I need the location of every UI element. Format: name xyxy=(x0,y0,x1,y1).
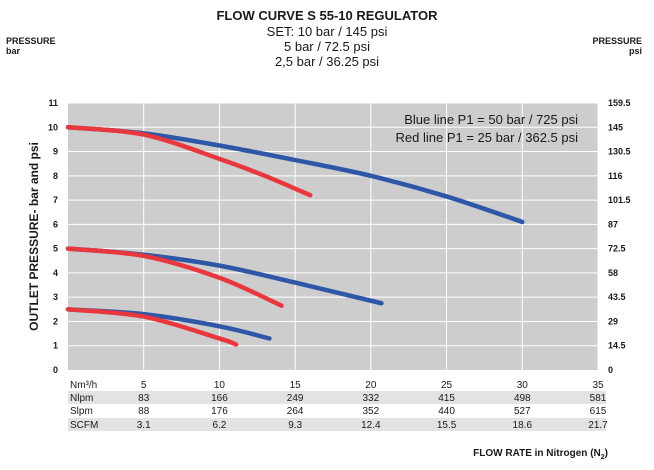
flow-table-cell: 83 xyxy=(138,393,150,404)
red-curve-4 xyxy=(65,246,284,308)
x-axis-label-text: FLOW RATE in Nitrogen (N xyxy=(473,448,601,459)
y-tick-label-psi: 14.5 xyxy=(608,341,626,351)
y-tick-label-bar: 1 xyxy=(53,341,58,351)
annotation-blue-line: Blue line P1 = 50 bar / 725 psi xyxy=(404,112,578,127)
flow-table-cell: 440 xyxy=(438,406,455,417)
flow-table-cell: 10 xyxy=(214,380,226,391)
flow-table-cell: 25 xyxy=(441,380,453,391)
y-tick-label-bar: 11 xyxy=(48,98,58,108)
plot-area xyxy=(68,103,598,370)
y-tick-label-bar: 5 xyxy=(53,244,58,254)
y-tick-label-psi: 0 xyxy=(608,365,613,375)
y-axis-title: OUTLET PRESSURE- bar and psi xyxy=(27,142,41,331)
y-tick-label-psi: 130.5 xyxy=(608,147,631,157)
y-tick-label-psi: 29 xyxy=(608,316,618,326)
y-tick-label-bar: 3 xyxy=(53,292,58,302)
flow-table-cell: 166 xyxy=(211,393,228,404)
right-axis-head: PRESSURE psi xyxy=(592,36,642,56)
y-tick-label-psi: 72.5 xyxy=(608,244,626,254)
red-curve-2 xyxy=(65,125,313,198)
y-tick-label-bar: 7 xyxy=(53,195,58,205)
flow-table-cell: 35 xyxy=(592,380,604,391)
set-line-2: 5 bar / 72.5 psi xyxy=(284,39,370,54)
flow-table-cell: 352 xyxy=(363,406,380,417)
flow-table-cell: 5 xyxy=(141,380,147,391)
flow-table-row-bg xyxy=(68,418,606,431)
flow-table-cell: 3.1 xyxy=(137,420,151,431)
flow-table-row-label: Nm³/h xyxy=(70,380,97,391)
flow-table-cell: 6.2 xyxy=(212,420,226,431)
flow-table-cell: 615 xyxy=(590,406,607,417)
flow-table-cell: 9.3 xyxy=(288,420,302,431)
flow-table-cell: 176 xyxy=(211,406,228,417)
y-tick-label-bar: 0 xyxy=(53,365,58,375)
flow-table-row-label: SCFM xyxy=(70,420,98,431)
right-axis-head-line-1: PRESSURE xyxy=(592,36,642,46)
y-tick-label-bar: 10 xyxy=(48,122,58,132)
flow-table-row-label: Nlpm xyxy=(70,393,93,404)
flow-table-cell: 415 xyxy=(438,393,455,404)
y-tick-label-psi: 116 xyxy=(608,171,623,181)
flow-table-cell: 249 xyxy=(287,393,304,404)
left-axis-head: PRESSURE bar xyxy=(6,36,56,56)
flow-table-cell: 30 xyxy=(517,380,529,391)
x-axis-label-subscript: 2 xyxy=(600,454,605,461)
right-axis-head-line-2: psi xyxy=(628,46,642,56)
x-axis-label-end: ) xyxy=(604,448,608,459)
set-line-1: SET: 10 bar / 145 psi xyxy=(266,24,388,39)
red-curve-6 xyxy=(65,307,239,347)
flow-table-cell: 527 xyxy=(514,406,531,417)
flow-table-cell: 15 xyxy=(290,380,302,391)
flow-table-cell: 332 xyxy=(363,393,380,404)
flow-table-row-bg xyxy=(68,378,606,391)
left-axis-head-line-2: bar xyxy=(6,46,21,56)
y-tick-label-psi: 43.5 xyxy=(608,292,626,302)
y-tick-label-bar: 2 xyxy=(53,316,58,326)
y-tick-label-psi: 58 xyxy=(608,268,618,278)
set-line-3: 2,5 bar / 36.25 psi xyxy=(274,54,380,69)
flow-table-row-label: Slpm xyxy=(70,406,93,417)
y-tick-label-psi: 87 xyxy=(608,219,618,229)
y-tick-label-psi: 145 xyxy=(608,122,623,132)
flow-table-row-bg xyxy=(68,404,606,417)
left-axis-head-line-1: PRESSURE xyxy=(6,36,56,46)
chart-title: FLOW CURVE S 55-10 REGULATOR xyxy=(216,8,438,23)
flow-table-row-bg xyxy=(68,391,606,404)
flow-table-cell: 12.4 xyxy=(361,420,381,431)
y-tick-label-psi: 101.5 xyxy=(608,195,631,205)
flow-table-cell: 498 xyxy=(514,393,531,404)
y-tick-label-bar: 9 xyxy=(53,147,58,157)
annotation-red-line: Red line P1 = 25 bar / 362.5 psi xyxy=(396,130,579,145)
y-tick-label-psi: 159.5 xyxy=(608,98,631,108)
x-axis-label: FLOW RATE in Nitrogen (N2) xyxy=(473,448,608,461)
flow-table-cell: 581 xyxy=(590,393,607,404)
flow-table-cell: 88 xyxy=(138,406,150,417)
flow-table-cell: 21.7 xyxy=(588,420,608,431)
y-tick-label-bar: 6 xyxy=(53,219,58,229)
flow-table-cell: 20 xyxy=(365,380,377,391)
y-tick-label-bar: 4 xyxy=(53,268,58,278)
flow-table-cell: 264 xyxy=(287,406,304,417)
flow-table-cell: 15.5 xyxy=(437,420,457,431)
y-tick-label-bar: 8 xyxy=(53,171,58,181)
flow-table-cell: 18.6 xyxy=(513,420,533,431)
